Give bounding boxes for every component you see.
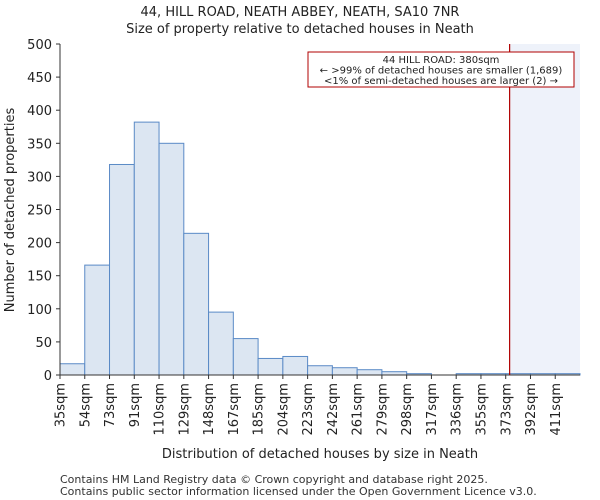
- x-tick-label-298sqm: 298sqm: [400, 383, 415, 436]
- y-tick-label-200: 200: [27, 237, 52, 252]
- annotation-line-1: 44 HILL ROAD: 380sqm: [383, 55, 500, 66]
- x-tick-label-411sqm: 411sqm: [549, 383, 564, 436]
- bar-110sqm: [158, 142, 185, 376]
- x-tick-label-129sqm: 129sqm: [177, 383, 192, 436]
- annotation-line-2: ← >99% of detached houses are smaller (1…: [320, 66, 563, 77]
- highlight-region: [509, 44, 580, 375]
- x-tick-label-185sqm: 185sqm: [252, 383, 267, 436]
- x-tick-label-279sqm: 279sqm: [375, 383, 390, 436]
- footer-line-1: Contains HM Land Registry data © Crown c…: [60, 473, 488, 486]
- bar-91sqm: [133, 121, 160, 376]
- annotation-box: [307, 51, 575, 88]
- chart-title: 44, HILL ROAD, NEATH ABBEY, NEATH, SA10 …: [141, 5, 460, 20]
- annotation-line-3: <1% of semi-detached houses are larger (…: [324, 76, 558, 87]
- x-tick-label-261sqm: 261sqm: [351, 383, 366, 436]
- bar-185sqm: [257, 357, 284, 376]
- bar-54sqm: [84, 264, 111, 376]
- bar-148sqm: [208, 311, 234, 376]
- x-tick-label-242sqm: 242sqm: [326, 383, 341, 436]
- bar-129sqm: [183, 232, 210, 376]
- x-tick-label-317sqm: 317sqm: [425, 383, 440, 436]
- y-tick-label-350: 350: [27, 137, 52, 152]
- y-tick-label-250: 250: [27, 204, 52, 219]
- bar-73sqm: [109, 163, 135, 376]
- bar-261sqm: [356, 369, 383, 376]
- x-tick-label-148sqm: 148sqm: [202, 383, 217, 436]
- x-tick-label-223sqm: 223sqm: [301, 383, 316, 436]
- y-tick-label-300: 300: [27, 170, 52, 185]
- y-tick-label-400: 400: [27, 104, 52, 119]
- y-tick-label-0: 0: [44, 369, 52, 384]
- y-tick-label-50: 50: [35, 336, 52, 351]
- x-tick-label-110sqm: 110sqm: [153, 383, 168, 436]
- x-tick-label-204sqm: 204sqm: [276, 383, 291, 436]
- x-tick-label-373sqm: 373sqm: [499, 383, 514, 436]
- y-tick-label-450: 450: [27, 71, 52, 86]
- x-tick-label-336sqm: 336sqm: [450, 383, 465, 436]
- x-tick-label-355sqm: 355sqm: [475, 383, 490, 436]
- x-tick-label-167sqm: 167sqm: [227, 383, 242, 436]
- bar-35sqm: [59, 363, 86, 376]
- x-tick-label-73sqm: 73sqm: [103, 383, 118, 427]
- bar-204sqm: [282, 355, 309, 376]
- y-tick-label-500: 500: [27, 38, 52, 53]
- bar-167sqm: [232, 338, 259, 376]
- x-tick-label-35sqm: 35sqm: [54, 383, 69, 427]
- y-tick-label-150: 150: [27, 270, 52, 285]
- bar-242sqm: [331, 367, 358, 376]
- plot-area: 0 50 100 150 200 250 300 350 400 450 500 35sqm 54sqm…: [27, 38, 581, 436]
- bar-223sqm: [307, 365, 333, 376]
- x-axis-label: Distribution of detached houses by size …: [162, 447, 478, 462]
- x-tick-label-54sqm: 54sqm: [78, 383, 93, 427]
- x-tick-label-392sqm: 392sqm: [524, 383, 539, 436]
- chart-subtitle: Size of property relative to detached ho…: [126, 22, 474, 37]
- y-axis-label: Number of detached properties: [3, 108, 18, 313]
- x-tick-label-91sqm: 91sqm: [128, 383, 143, 427]
- y-tick-label-100: 100: [27, 303, 52, 318]
- footer-line-2: Contains public sector information licen…: [60, 485, 537, 498]
